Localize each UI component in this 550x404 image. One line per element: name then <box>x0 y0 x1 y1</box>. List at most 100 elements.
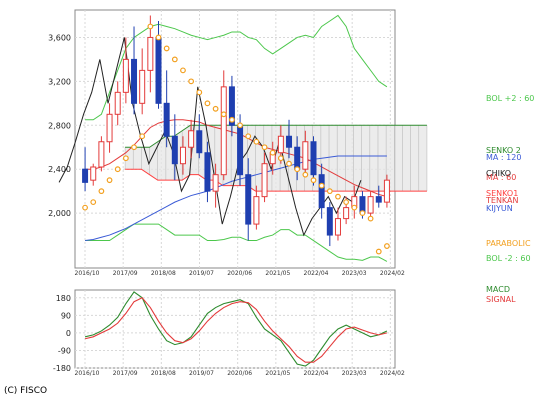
candle-body <box>310 141 317 176</box>
parabolic-dot <box>155 34 162 41</box>
parabolic-dot <box>131 144 137 151</box>
macd-x-tick-label: 2016/10 <box>75 370 100 377</box>
macd-panel: 2016/10 2017/09 2018/08 2019/07 2020/06 2021/… <box>53 289 405 377</box>
candle-body <box>237 124 244 176</box>
price-x-tick-label: 2022/04 <box>304 270 329 277</box>
parabolic-dot <box>212 105 219 112</box>
parabolic-dot <box>343 199 350 206</box>
parabolic-dot <box>188 78 195 85</box>
bollinger-lower-line <box>85 223 388 262</box>
candle-body <box>294 146 301 170</box>
parabolic-dot <box>351 204 358 211</box>
parabolic-dot <box>229 116 235 123</box>
price-x-tick-label: 2024/02 <box>380 270 405 277</box>
price-x-tick-label: 2016/10 <box>75 270 100 277</box>
macd-x-tick-label: 2019/07 <box>189 370 214 377</box>
candle-body <box>245 174 252 225</box>
price-x-tick-label: 2023/03 <box>342 270 367 277</box>
price-y-tick-label: 3,200 <box>48 77 71 86</box>
parabolic-dot <box>326 188 333 195</box>
candle-body <box>212 174 219 192</box>
candle-body <box>383 179 390 203</box>
macd-series-signal <box>84 297 388 363</box>
ma-120-line <box>85 155 387 242</box>
candle-body <box>302 141 309 170</box>
candle-body <box>163 102 170 137</box>
candle-body <box>114 91 121 115</box>
macd-x-tick-label: 2021/05 <box>265 370 290 377</box>
price-y-tick-label: 2,800 <box>48 121 71 130</box>
parabolic-dot <box>163 45 170 52</box>
parabolic-dot <box>180 67 186 74</box>
candle-body <box>318 174 325 209</box>
parabolic-dot <box>310 177 317 184</box>
candle-body <box>228 86 235 126</box>
price-x-tick-label: 2021/05 <box>265 270 290 277</box>
price-x-tick-label: 2019/07 <box>189 270 214 277</box>
macd-y-tick-label: 0 <box>66 329 71 338</box>
candle-body <box>343 207 350 220</box>
price-legend-entry: BOL +2 : 60 <box>486 94 534 103</box>
price-legend-entry: MA : 120 <box>486 153 521 162</box>
candle-body <box>98 141 105 168</box>
price-legend-entry: CHIKO <box>486 169 511 178</box>
macd-x-tick-label: 2020/06 <box>227 370 252 377</box>
parabolic-dot <box>359 210 366 217</box>
parabolic-dot <box>245 133 252 140</box>
macd-legend-entry: SIGNAL <box>486 295 516 304</box>
price-legend-entry: SENKO1 <box>486 189 518 198</box>
candle-body <box>147 36 154 71</box>
parabolic-dot <box>384 243 390 249</box>
candle-body <box>253 196 260 225</box>
candle-body <box>188 130 195 148</box>
senko2-line <box>125 124 427 148</box>
macd-y-tick-label: -90 <box>58 346 71 355</box>
price-y-tick-label: 2,400 <box>48 165 71 174</box>
parabolic-dot <box>82 204 88 211</box>
price-legend-entry: PARABOLIC <box>486 239 531 248</box>
candle-body <box>326 207 333 236</box>
parabolic-dot <box>277 155 284 162</box>
parabolic-dot <box>367 215 374 222</box>
candle-body <box>122 58 129 93</box>
parabolic-dot <box>302 171 309 178</box>
macd-y-tick-label: 90 <box>61 311 71 320</box>
macd-x-tick-label: 2022/04 <box>304 370 329 377</box>
parabolic-dot <box>294 166 301 173</box>
senko1-line <box>125 168 427 192</box>
candle-body <box>286 135 293 148</box>
macd-x-tick-label: 2017/09 <box>113 370 138 377</box>
price-legend-entry: SENKO 2 <box>486 146 521 155</box>
macd-series-macd <box>84 291 388 367</box>
candle-body <box>179 146 186 165</box>
parabolic-dot <box>171 56 178 63</box>
candle-body <box>196 130 203 154</box>
parabolic-dot <box>139 133 146 140</box>
parabolic-dot <box>196 89 203 96</box>
parabolic-dot <box>98 188 105 195</box>
candle-body <box>334 218 341 236</box>
price-y-tick-label: 2,000 <box>48 209 71 218</box>
macd-x-tick-label: 2024/02 <box>380 370 405 377</box>
parabolic-dot <box>106 177 113 184</box>
candle-body <box>139 69 146 104</box>
price-panel: 2016/10 2017/09 2018/08 2019/07 2020/06 2021/… <box>48 9 428 277</box>
price-x-tick-label: 2020/06 <box>227 270 252 277</box>
candle-body <box>375 196 382 203</box>
parabolic-dot <box>204 100 211 107</box>
parabolic-dot <box>261 144 268 151</box>
parabolic-dot <box>269 149 276 156</box>
candle-body <box>171 135 178 165</box>
price-legend-entry: MA : 60 <box>486 173 516 182</box>
parabolic-dot <box>335 193 341 200</box>
candle-body <box>277 135 284 154</box>
copyright-text: (C) FISCO <box>4 386 47 396</box>
macd-legend-entry: MACD <box>486 285 510 294</box>
macd-y-tick-label: -180 <box>53 364 71 373</box>
parabolic-dot <box>286 160 292 167</box>
price-x-tick-label: 2017/09 <box>113 270 138 277</box>
